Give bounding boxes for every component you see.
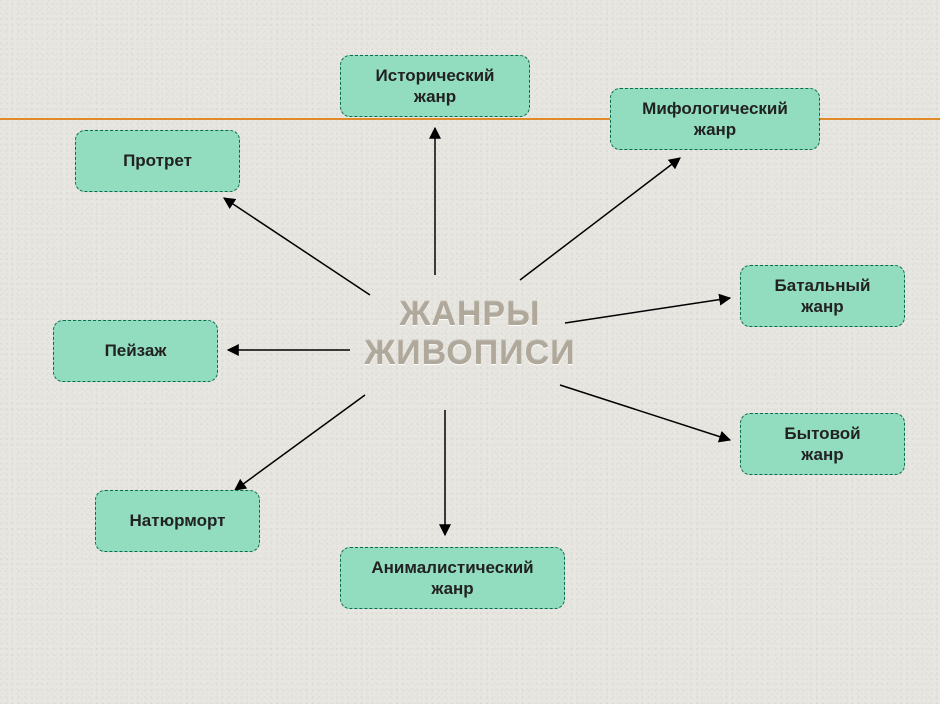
node-n5: Бытовой жанр: [740, 413, 905, 475]
node-n6: Анималистический жанр: [340, 547, 565, 609]
center-title-line1: ЖАНРЫ: [320, 295, 620, 334]
center-title-line2: ЖИВОПИСИ: [320, 334, 620, 373]
center-title: ЖАНРЫ ЖИВОПИСИ: [320, 295, 620, 373]
node-n3: Мифологический жанр: [610, 88, 820, 150]
node-n8: Пейзаж: [53, 320, 218, 382]
diagram-canvas: ЖАНРЫ ЖИВОПИСИ Протрет Исторический жанр М…: [0, 0, 940, 704]
node-n1: Протрет: [75, 130, 240, 192]
node-n4: Батальный жанр: [740, 265, 905, 327]
node-n2: Исторический жанр: [340, 55, 530, 117]
node-n7: Натюрморт: [95, 490, 260, 552]
